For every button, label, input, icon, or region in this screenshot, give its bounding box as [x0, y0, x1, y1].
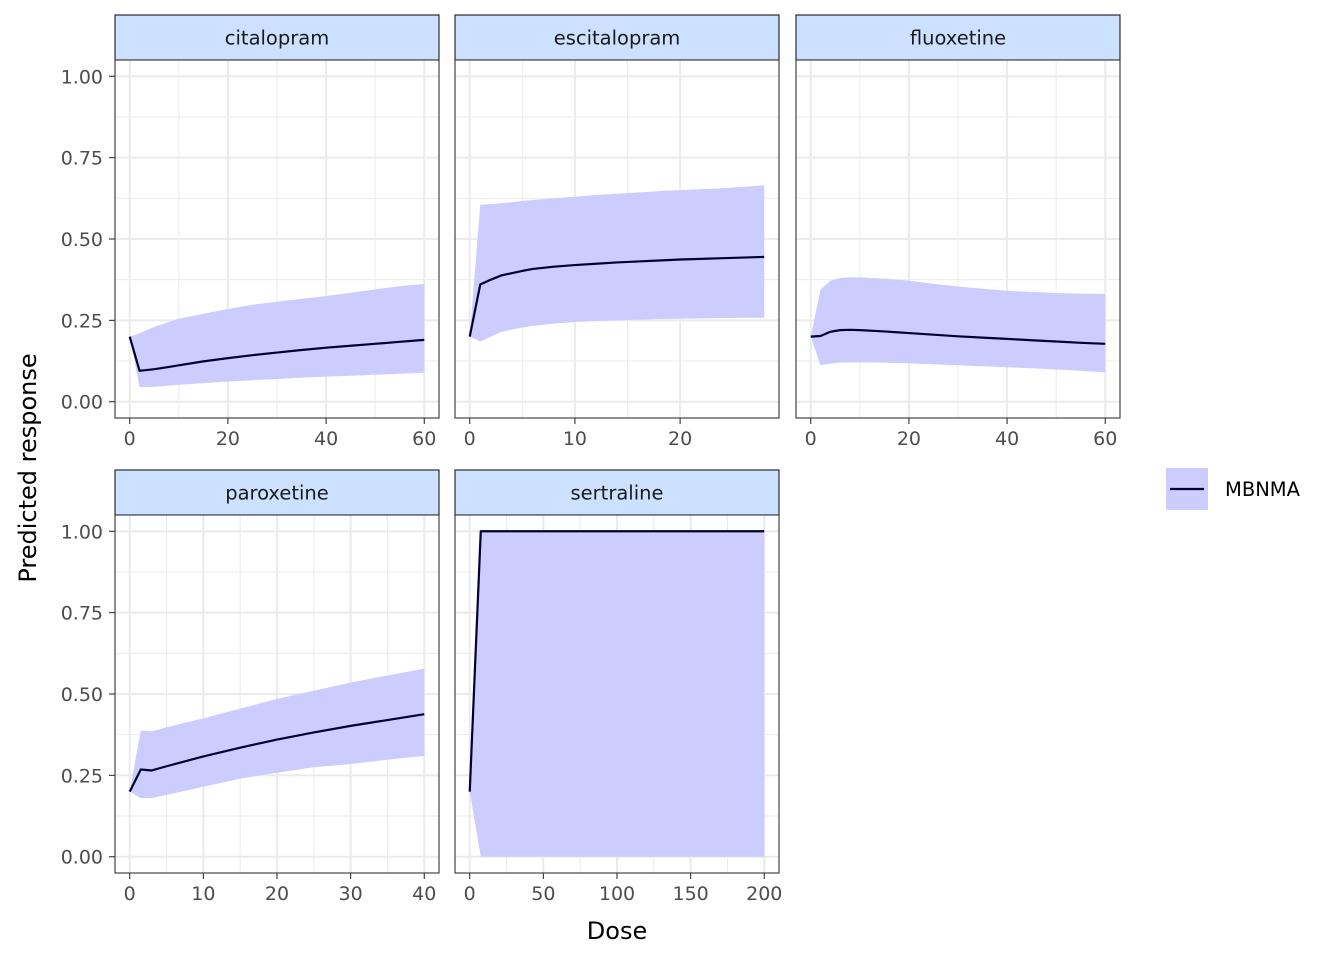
facet-citalopram: citalopram 0 20 40 60 0.00 0.25 0.50 0.75 1.00: [61, 14, 440, 450]
x-tick-label: 100: [599, 883, 635, 905]
x-tick-label: 60: [1093, 428, 1117, 450]
x-tick-label: 40: [995, 428, 1019, 450]
y-tick-label: 0.50: [61, 229, 103, 251]
x-tick-label: 0: [464, 428, 476, 450]
facet-strip-label: escitalopram: [554, 27, 681, 50]
y-tick-label: 0.75: [61, 148, 103, 170]
facet-escitalopram: escitalopram 0 10 20: [454, 14, 780, 450]
x-tick-label: 30: [339, 883, 363, 905]
x-tick-label: 40: [314, 428, 338, 450]
y-tick-label: 0.25: [61, 310, 103, 332]
facet-strip: [114, 469, 440, 516]
mbnma-line: [810, 328, 1106, 345]
facet-sertraline: sertraline 0 50 100 150 200: [454, 469, 782, 905]
y-tick-label: 0.00: [61, 392, 103, 414]
facet-strip-label: fluoxetine: [910, 27, 1006, 50]
mbnma-line: [468, 255, 765, 337]
x-tick-label: 0: [805, 428, 817, 450]
legend-label: MBNMA: [1225, 478, 1301, 501]
x-tick-label: 20: [897, 428, 921, 450]
x-tick-label: 0: [464, 883, 476, 905]
panel-border: [454, 59, 780, 419]
legend: MBNMA: [1166, 468, 1301, 510]
x-axis-title: Dose: [587, 917, 647, 945]
y-tick-label: 0.50: [61, 684, 103, 706]
x-tick-label: 0: [124, 428, 136, 450]
facet-strip-label: citalopram: [225, 27, 329, 50]
y-axis-title: Predicted response: [14, 353, 42, 582]
x-tick-label: 20: [668, 428, 692, 450]
panel-border: [795, 59, 1121, 419]
credible-interval-ribbon: [810, 277, 1106, 373]
facet-paroxetine: paroxetine 0 10 20 30 40 0.00 0.25 0.50 0.75 1.00: [61, 469, 440, 905]
facet-strip: [114, 14, 440, 61]
x-tick-label: 20: [216, 428, 240, 450]
y-tick-label: 0.75: [61, 603, 103, 625]
mbnma-line: [468, 530, 765, 792]
x-tick-label: 200: [746, 883, 782, 905]
mbnma-line: [128, 713, 425, 793]
x-tick-label: 60: [412, 428, 436, 450]
x-tick-label: 50: [531, 883, 555, 905]
x-tick-label: 40: [412, 883, 436, 905]
x-tick-label: 0: [124, 883, 136, 905]
credible-interval-ribbon: [469, 531, 765, 857]
facet-strip-label: sertraline: [571, 482, 664, 505]
y-tick-label: 1.00: [61, 521, 103, 543]
x-tick-label: 150: [673, 883, 709, 905]
facet-strip: [454, 14, 780, 61]
facet-strip-label: paroxetine: [225, 482, 329, 505]
y-tick-label: 0.00: [61, 847, 103, 869]
credible-interval-ribbon: [129, 668, 425, 799]
y-tick-label: 1.00: [61, 66, 103, 88]
facet-fluoxetine: fluoxetine 0 20 40 60: [795, 14, 1121, 450]
facet-strip: [795, 14, 1121, 61]
mbnma-line: [128, 336, 425, 372]
x-tick-label: 10: [191, 883, 215, 905]
x-tick-label: 10: [563, 428, 587, 450]
y-tick-label: 0.25: [61, 765, 103, 787]
x-tick-label: 20: [265, 883, 289, 905]
